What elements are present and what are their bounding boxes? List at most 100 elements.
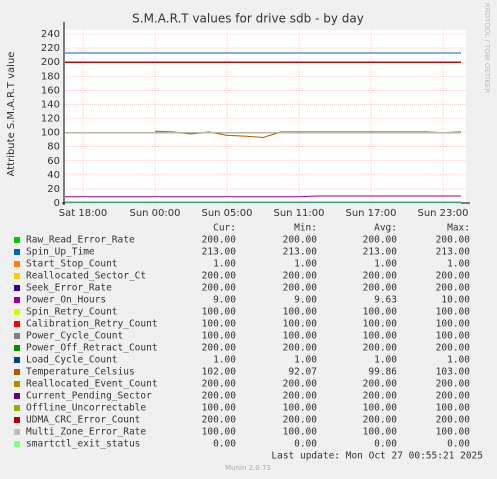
legend-stat: 100.00 <box>202 403 237 414</box>
legend-stat: 102.00 <box>202 367 237 378</box>
legend-stat: 9.00 <box>294 295 317 306</box>
legend-label: Load_Cycle_Count <box>26 355 118 366</box>
legend-swatch <box>14 357 20 363</box>
legend-stat: 100.00 <box>436 331 471 342</box>
y-tick-label: 140 <box>41 99 60 110</box>
y-tick-label: 60 <box>47 156 60 167</box>
legend-label: Power_Cycle_Count <box>26 331 123 342</box>
x-tick-label: Sat 18:00 <box>59 208 107 219</box>
legend-stat: 100.00 <box>283 331 318 342</box>
legend-stat: 200.00 <box>283 343 318 354</box>
legend-swatch <box>14 261 20 267</box>
x-tick-label: Sun 05:00 <box>201 208 252 219</box>
legend-stat: 200.00 <box>436 415 471 426</box>
legend-label: smartctl_exit_status <box>26 439 140 450</box>
legend-stat: 200.00 <box>202 235 237 246</box>
legend-stat: 92.07 <box>288 367 317 378</box>
legend-label: Temperature_Celsius <box>26 367 135 378</box>
legend-stat: 100.00 <box>202 307 237 318</box>
legend-swatch <box>14 237 20 243</box>
chart-title: S.M.A.R.T values for drive sdb - by day <box>132 12 364 26</box>
legend-header: Avg: <box>374 223 397 234</box>
legend-swatch <box>14 333 20 339</box>
y-tick-label: 240 <box>41 29 60 40</box>
legend-stat: 9.00 <box>213 295 236 306</box>
legend-swatch <box>14 441 20 447</box>
legend-stat: 100.00 <box>202 319 237 330</box>
y-tick-label: 160 <box>41 85 60 96</box>
legend-stat: 200.00 <box>202 391 237 402</box>
legend-stat: 200.00 <box>283 379 318 390</box>
legend-swatch <box>14 417 20 423</box>
legend-label: Start_Stop_Count <box>26 259 118 270</box>
watermark: RRDTOOL / TOBI OETIKER <box>483 3 491 93</box>
legend-stat: 200.00 <box>283 235 318 246</box>
legend-stat: 213.00 <box>283 247 318 258</box>
legend-swatch <box>14 273 20 279</box>
legend-stat: 1.00 <box>213 355 236 366</box>
legend-stat: 1.00 <box>447 355 470 366</box>
legend-stat: 200.00 <box>283 415 318 426</box>
y-tick-label: 0 <box>54 198 60 209</box>
y-tick-label: 40 <box>47 170 60 181</box>
legend-stat: 200.00 <box>202 283 237 294</box>
legend-stat: 100.00 <box>283 427 318 438</box>
y-tick-label: 200 <box>41 57 60 68</box>
legend-stat: 100.00 <box>283 319 318 330</box>
legend-stat: 9.63 <box>374 295 397 306</box>
y-tick-label: 120 <box>41 114 60 125</box>
legend-stat: 200.00 <box>363 271 398 282</box>
legend-swatch <box>14 285 20 291</box>
legend-header: Cur: <box>213 223 236 234</box>
legend-stat: 200.00 <box>363 415 398 426</box>
legend-swatch <box>14 309 20 315</box>
series-line <box>65 195 461 198</box>
legend-stat: 200.00 <box>202 415 237 426</box>
legend-stat: 200.00 <box>202 379 237 390</box>
y-tick-label: 80 <box>47 142 60 153</box>
legend-stat: 100.00 <box>202 331 237 342</box>
last-update: Last update: Mon Oct 27 00:55:21 2025 <box>271 451 483 462</box>
legend-header: Max: <box>447 223 470 234</box>
legend-stat: 100.00 <box>436 319 471 330</box>
legend-swatch <box>14 369 20 375</box>
legend-label: Seek_Error_Rate <box>26 283 112 294</box>
legend-stat: 1.00 <box>374 259 397 270</box>
legend-stat: 100.00 <box>363 319 398 330</box>
legend-stat: 200.00 <box>283 271 318 282</box>
legend-swatch <box>14 345 20 351</box>
legend-label: Reallocated_Sector_Ct <box>26 271 146 282</box>
legend-stat: 200.00 <box>436 379 471 390</box>
footer: Munin 2.0.73 <box>225 464 271 472</box>
legend-stat: 100.00 <box>436 427 471 438</box>
legend-label: UDMA_CRC_Error_Count <box>26 415 140 426</box>
y-tick-label: 180 <box>41 71 60 82</box>
legend-stat: 213.00 <box>436 247 471 258</box>
legend-stat: 200.00 <box>363 379 398 390</box>
legend-stat: 200.00 <box>363 343 398 354</box>
legend-swatch <box>14 381 20 387</box>
legend-label: Calibration_Retry_Count <box>26 319 158 330</box>
legend-stat: 100.00 <box>436 307 471 318</box>
legend-stat: 200.00 <box>283 283 318 294</box>
x-tick-label: Sun 23:00 <box>417 208 468 219</box>
legend-swatch <box>14 297 20 303</box>
legend-stat: 200.00 <box>436 235 471 246</box>
legend-swatch <box>14 321 20 327</box>
legend-label: Spin_Up_Time <box>26 247 95 258</box>
legend-label: Raw_Read_Error_Rate <box>26 235 135 246</box>
legend-stat: 100.00 <box>363 331 398 342</box>
legend-stat: 0.00 <box>374 439 397 450</box>
legend-stat: 0.00 <box>447 439 470 450</box>
legend-stat: 1.00 <box>294 259 317 270</box>
legend-stat: 200.00 <box>436 283 471 294</box>
legend-stat: 200.00 <box>436 271 471 282</box>
plot-area <box>64 30 466 203</box>
legend-stat: 200.00 <box>202 271 237 282</box>
legend-label: Spin_Retry_Count <box>26 307 118 318</box>
x-tick-label: Sun 00:00 <box>129 208 180 219</box>
y-tick-label: 100 <box>41 128 60 139</box>
legend-stat: 213.00 <box>202 247 237 258</box>
x-tick-label: Sun 11:00 <box>273 208 324 219</box>
